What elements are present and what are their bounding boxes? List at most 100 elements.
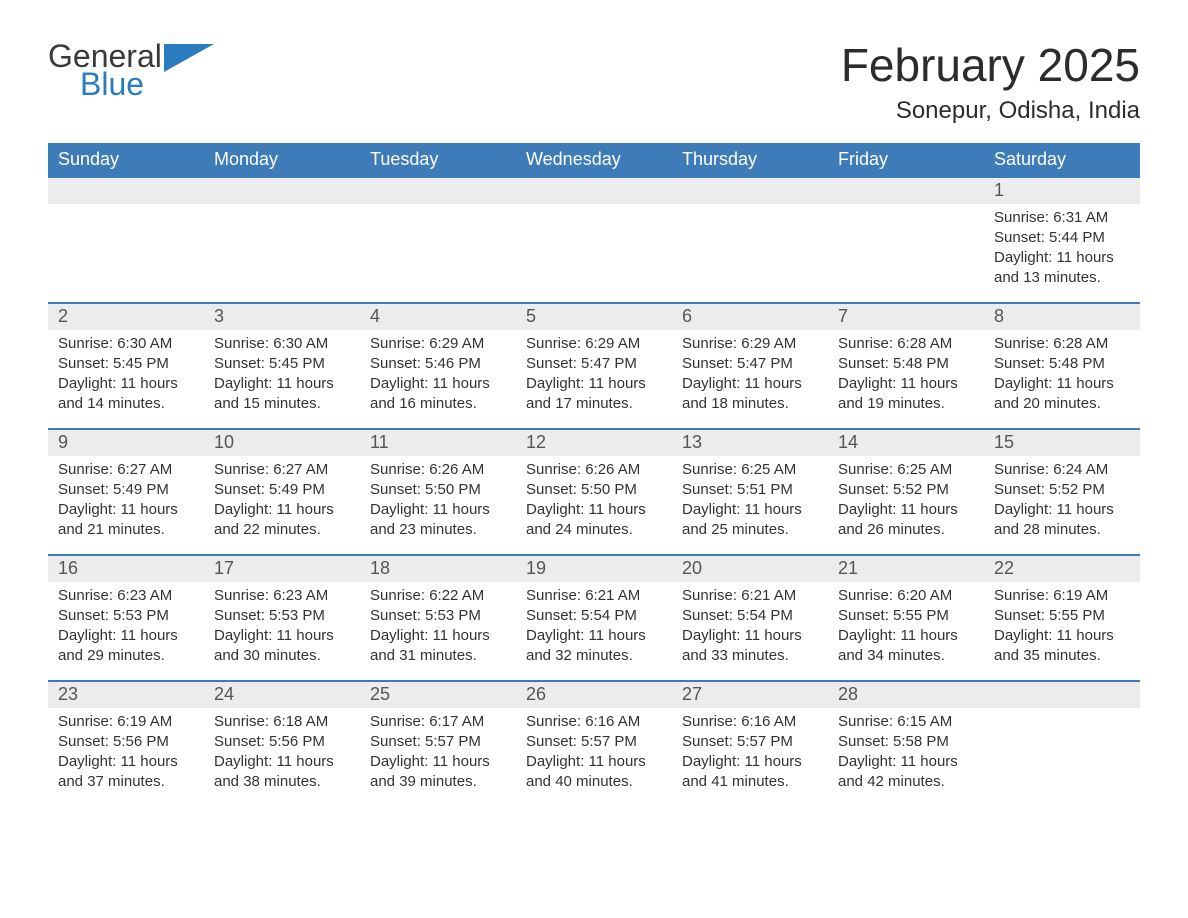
page-title: February 2025	[841, 40, 1140, 91]
sunrise-line: Sunrise: 6:20 AM	[838, 586, 974, 606]
calendar-day: 3Sunrise: 6:30 AMSunset: 5:45 PMDaylight…	[204, 304, 360, 428]
calendar-day: 19Sunrise: 6:21 AMSunset: 5:54 PMDayligh…	[516, 556, 672, 680]
sunset-line: Sunset: 5:56 PM	[58, 732, 194, 752]
title-block: February 2025 Sonepur, Odisha, India	[841, 40, 1140, 125]
sunset-line: Sunset: 5:49 PM	[214, 480, 350, 500]
sunset-line: Sunset: 5:54 PM	[682, 606, 818, 626]
daylight-line: Daylight: 11 hours and 18 minutes.	[682, 374, 818, 415]
day-body: Sunrise: 6:28 AMSunset: 5:48 PMDaylight:…	[828, 330, 984, 421]
day-number: 28	[828, 682, 984, 708]
calendar-week: 9Sunrise: 6:27 AMSunset: 5:49 PMDaylight…	[48, 428, 1140, 554]
day-number: 16	[48, 556, 204, 582]
sunset-line: Sunset: 5:53 PM	[370, 606, 506, 626]
daylight-line: Daylight: 11 hours and 38 minutes.	[214, 752, 350, 793]
calendar-day: 15Sunrise: 6:24 AMSunset: 5:52 PMDayligh…	[984, 430, 1140, 554]
day-body: Sunrise: 6:21 AMSunset: 5:54 PMDaylight:…	[516, 582, 672, 673]
daylight-line: Daylight: 11 hours and 41 minutes.	[682, 752, 818, 793]
calendar-day: .	[984, 682, 1140, 806]
day-number: 8	[984, 304, 1140, 330]
sunset-line: Sunset: 5:50 PM	[526, 480, 662, 500]
day-body: Sunrise: 6:16 AMSunset: 5:57 PMDaylight:…	[516, 708, 672, 799]
day-body	[984, 708, 1140, 718]
sunrise-line: Sunrise: 6:29 AM	[370, 334, 506, 354]
day-number: 13	[672, 430, 828, 456]
sunset-line: Sunset: 5:48 PM	[994, 354, 1130, 374]
sunset-line: Sunset: 5:45 PM	[58, 354, 194, 374]
day-body: Sunrise: 6:29 AMSunset: 5:47 PMDaylight:…	[672, 330, 828, 421]
sunrise-line: Sunrise: 6:16 AM	[526, 712, 662, 732]
calendar-day: 28Sunrise: 6:15 AMSunset: 5:58 PMDayligh…	[828, 682, 984, 806]
sunset-line: Sunset: 5:48 PM	[838, 354, 974, 374]
calendar-week: ......1Sunrise: 6:31 AMSunset: 5:44 PMDa…	[48, 178, 1140, 302]
sunrise-line: Sunrise: 6:21 AM	[526, 586, 662, 606]
day-number: 19	[516, 556, 672, 582]
calendar-week: 16Sunrise: 6:23 AMSunset: 5:53 PMDayligh…	[48, 554, 1140, 680]
daylight-line: Daylight: 11 hours and 14 minutes.	[58, 374, 194, 415]
calendar-day: 6Sunrise: 6:29 AMSunset: 5:47 PMDaylight…	[672, 304, 828, 428]
day-body	[48, 204, 204, 214]
day-number: 20	[672, 556, 828, 582]
sunrise-line: Sunrise: 6:21 AM	[682, 586, 818, 606]
day-body: Sunrise: 6:22 AMSunset: 5:53 PMDaylight:…	[360, 582, 516, 673]
sunset-line: Sunset: 5:53 PM	[58, 606, 194, 626]
calendar-day: .	[828, 178, 984, 302]
daylight-line: Daylight: 11 hours and 24 minutes.	[526, 500, 662, 541]
day-body: Sunrise: 6:29 AMSunset: 5:47 PMDaylight:…	[516, 330, 672, 421]
calendar-day: 8Sunrise: 6:28 AMSunset: 5:48 PMDaylight…	[984, 304, 1140, 428]
day-number: 24	[204, 682, 360, 708]
day-number: 10	[204, 430, 360, 456]
day-number: .	[828, 178, 984, 204]
day-number: 4	[360, 304, 516, 330]
day-body: Sunrise: 6:31 AMSunset: 5:44 PMDaylight:…	[984, 204, 1140, 295]
day-body	[204, 204, 360, 214]
day-body: Sunrise: 6:16 AMSunset: 5:57 PMDaylight:…	[672, 708, 828, 799]
sunrise-line: Sunrise: 6:24 AM	[994, 460, 1130, 480]
calendar-day: 21Sunrise: 6:20 AMSunset: 5:55 PMDayligh…	[828, 556, 984, 680]
sunset-line: Sunset: 5:44 PM	[994, 228, 1130, 248]
sunrise-line: Sunrise: 6:23 AM	[214, 586, 350, 606]
weekday-header: Monday	[204, 143, 360, 178]
daylight-line: Daylight: 11 hours and 33 minutes.	[682, 626, 818, 667]
day-number: 14	[828, 430, 984, 456]
calendar-day: 27Sunrise: 6:16 AMSunset: 5:57 PMDayligh…	[672, 682, 828, 806]
day-number: .	[516, 178, 672, 204]
logo: General Blue	[48, 40, 214, 100]
daylight-line: Daylight: 11 hours and 29 minutes.	[58, 626, 194, 667]
weekday-header: Thursday	[672, 143, 828, 178]
day-body: Sunrise: 6:26 AMSunset: 5:50 PMDaylight:…	[360, 456, 516, 547]
weekday-header: Saturday	[984, 143, 1140, 178]
sunset-line: Sunset: 5:55 PM	[994, 606, 1130, 626]
calendar-day: 1Sunrise: 6:31 AMSunset: 5:44 PMDaylight…	[984, 178, 1140, 302]
day-body: Sunrise: 6:19 AMSunset: 5:56 PMDaylight:…	[48, 708, 204, 799]
calendar-day: 22Sunrise: 6:19 AMSunset: 5:55 PMDayligh…	[984, 556, 1140, 680]
calendar-week: 2Sunrise: 6:30 AMSunset: 5:45 PMDaylight…	[48, 302, 1140, 428]
day-number: 18	[360, 556, 516, 582]
sunset-line: Sunset: 5:57 PM	[370, 732, 506, 752]
sunset-line: Sunset: 5:49 PM	[58, 480, 194, 500]
day-body: Sunrise: 6:27 AMSunset: 5:49 PMDaylight:…	[204, 456, 360, 547]
day-number: 22	[984, 556, 1140, 582]
daylight-line: Daylight: 11 hours and 32 minutes.	[526, 626, 662, 667]
calendar-day: 4Sunrise: 6:29 AMSunset: 5:46 PMDaylight…	[360, 304, 516, 428]
calendar-day: 13Sunrise: 6:25 AMSunset: 5:51 PMDayligh…	[672, 430, 828, 554]
weekday-header: Friday	[828, 143, 984, 178]
sunrise-line: Sunrise: 6:28 AM	[994, 334, 1130, 354]
calendar-day: 16Sunrise: 6:23 AMSunset: 5:53 PMDayligh…	[48, 556, 204, 680]
sunset-line: Sunset: 5:57 PM	[682, 732, 818, 752]
day-body: Sunrise: 6:17 AMSunset: 5:57 PMDaylight:…	[360, 708, 516, 799]
sunrise-line: Sunrise: 6:29 AM	[682, 334, 818, 354]
day-number: 11	[360, 430, 516, 456]
day-number: 5	[516, 304, 672, 330]
day-body: Sunrise: 6:20 AMSunset: 5:55 PMDaylight:…	[828, 582, 984, 673]
calendar-day: 14Sunrise: 6:25 AMSunset: 5:52 PMDayligh…	[828, 430, 984, 554]
sunrise-line: Sunrise: 6:30 AM	[214, 334, 350, 354]
calendar-day: .	[360, 178, 516, 302]
day-number: .	[204, 178, 360, 204]
calendar-day: 25Sunrise: 6:17 AMSunset: 5:57 PMDayligh…	[360, 682, 516, 806]
daylight-line: Daylight: 11 hours and 15 minutes.	[214, 374, 350, 415]
sunrise-line: Sunrise: 6:25 AM	[838, 460, 974, 480]
day-number: 6	[672, 304, 828, 330]
day-body: Sunrise: 6:18 AMSunset: 5:56 PMDaylight:…	[204, 708, 360, 799]
daylight-line: Daylight: 11 hours and 17 minutes.	[526, 374, 662, 415]
sunset-line: Sunset: 5:57 PM	[526, 732, 662, 752]
